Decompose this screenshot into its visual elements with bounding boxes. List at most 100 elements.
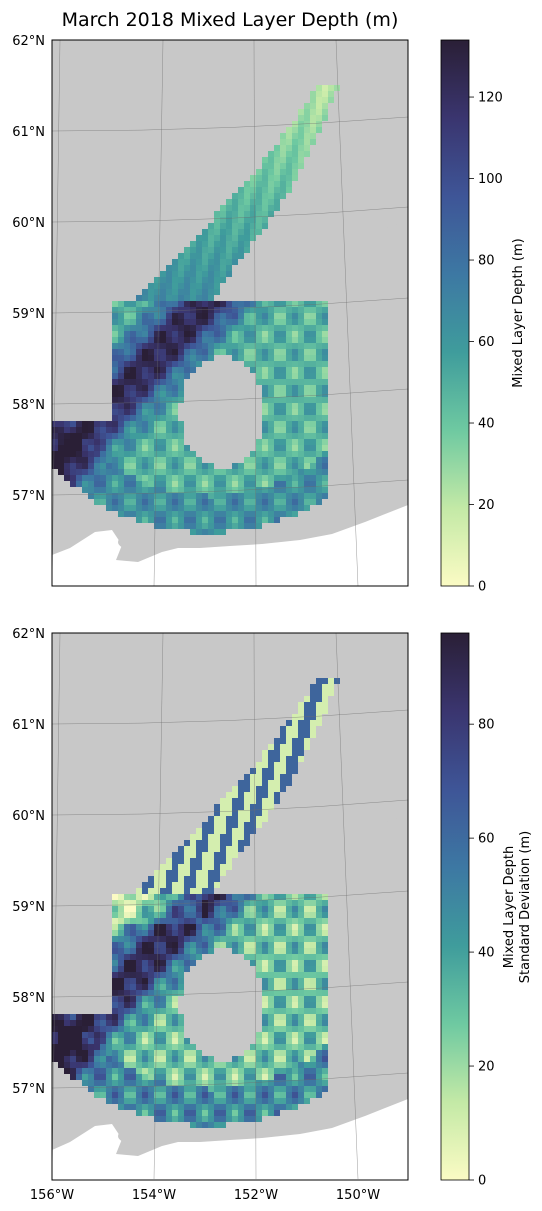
data-cell	[298, 133, 304, 139]
data-cell	[226, 307, 232, 313]
data-cell	[172, 1020, 178, 1026]
data-cell	[112, 972, 118, 978]
data-cell	[154, 499, 160, 505]
data-cell	[196, 882, 202, 888]
data-cell	[106, 427, 112, 433]
data-cell	[286, 445, 292, 451]
data-cell	[130, 936, 136, 942]
data-cell	[292, 1038, 298, 1044]
data-cell	[214, 481, 220, 487]
data-cell	[268, 211, 274, 217]
data-cell	[166, 289, 172, 295]
data-cell	[292, 996, 298, 1002]
data-cell	[196, 1062, 202, 1068]
data-cell	[172, 1098, 178, 1104]
data-cell	[298, 397, 304, 403]
data-cell	[118, 924, 124, 930]
data-cell	[100, 1050, 106, 1056]
data-cell	[268, 325, 274, 331]
data-cell	[124, 948, 130, 954]
data-cell	[268, 307, 274, 313]
data-cell	[262, 409, 268, 415]
data-cell	[70, 439, 76, 445]
parallel-line	[52, 206, 408, 223]
data-cell	[274, 175, 280, 181]
data-cell	[298, 301, 304, 307]
data-cell	[208, 1074, 214, 1080]
data-cell	[112, 343, 118, 349]
data-cell	[250, 1104, 256, 1110]
data-cell	[166, 918, 172, 924]
data-cell	[154, 475, 160, 481]
data-cell	[268, 469, 274, 475]
data-cell	[88, 481, 94, 487]
data-cell	[130, 966, 136, 972]
data-cell	[316, 1080, 322, 1086]
data-cell	[196, 1098, 202, 1104]
data-cell	[190, 523, 196, 529]
data-cell	[88, 427, 94, 433]
data-cell	[322, 966, 328, 972]
data-cell	[178, 912, 184, 918]
data-cell	[238, 900, 244, 906]
data-cell	[178, 942, 184, 948]
data-cell	[82, 1014, 88, 1020]
data-cell	[112, 349, 118, 355]
data-cell	[310, 900, 316, 906]
data-cell	[196, 834, 202, 840]
data-cell	[304, 145, 310, 151]
data-cell	[310, 385, 316, 391]
lat-tick-label: 58°N	[12, 991, 45, 1006]
data-cell	[262, 1062, 268, 1068]
data-cell	[298, 355, 304, 361]
data-cell	[316, 1014, 322, 1020]
data-cell	[178, 858, 184, 864]
data-cell	[136, 379, 142, 385]
data-cell	[286, 361, 292, 367]
data-cell	[142, 511, 148, 517]
data-cell	[184, 840, 190, 846]
data-cell	[256, 1116, 262, 1122]
data-cell	[160, 876, 166, 882]
data-cell	[88, 1020, 94, 1026]
data-cell	[304, 990, 310, 996]
data-cell	[184, 894, 190, 900]
data-cell	[208, 355, 214, 361]
data-cell	[112, 493, 118, 499]
colorbar-tick-label: 100	[478, 172, 503, 187]
data-cell	[310, 720, 316, 726]
data-cell	[166, 1044, 172, 1050]
data-cell	[220, 229, 226, 235]
data-cell	[142, 475, 148, 481]
data-cell	[220, 211, 226, 217]
data-cell	[154, 966, 160, 972]
data-cell	[124, 990, 130, 996]
data-cell	[274, 1104, 280, 1110]
data-cell	[292, 469, 298, 475]
data-cell	[310, 990, 316, 996]
data-cell	[196, 475, 202, 481]
data-cell	[136, 505, 142, 511]
data-cell	[262, 912, 268, 918]
data-cell	[94, 487, 100, 493]
data-cell	[160, 972, 166, 978]
data-cell	[322, 403, 328, 409]
data-cell	[112, 996, 118, 1002]
data-cell	[88, 439, 94, 445]
data-cell	[322, 708, 328, 714]
data-cell	[196, 858, 202, 864]
data-cell	[184, 511, 190, 517]
data-cell	[160, 319, 166, 325]
data-cell	[280, 948, 286, 954]
data-cell	[280, 1080, 286, 1086]
data-cell	[208, 487, 214, 493]
data-cell	[274, 966, 280, 972]
data-cell	[274, 942, 280, 948]
data-cell	[142, 295, 148, 301]
data-cell	[250, 948, 256, 954]
data-cell	[244, 780, 250, 786]
data-cell	[196, 1056, 202, 1062]
data-cell	[220, 1068, 226, 1074]
data-cell	[268, 804, 274, 810]
data-cell	[148, 1020, 154, 1026]
